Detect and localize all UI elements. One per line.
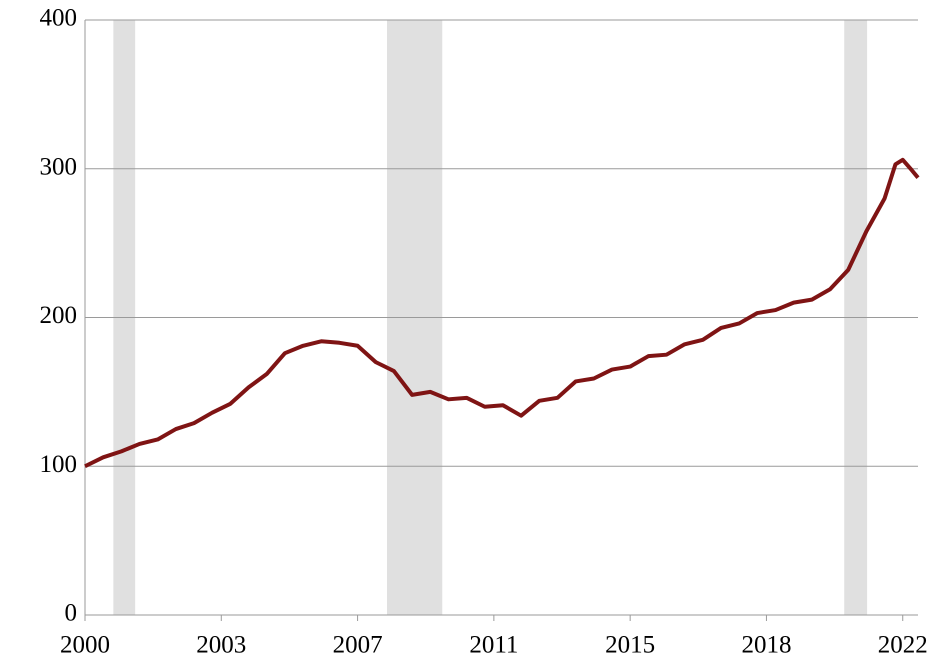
y-tick-label: 300	[40, 153, 78, 180]
x-tick-label: 2011	[469, 632, 518, 659]
x-tick-label: 2003	[196, 632, 246, 659]
y-tick-label: 400	[40, 5, 78, 32]
y-tick-label: 0	[65, 600, 78, 627]
x-tick-label: 2022	[878, 632, 928, 659]
y-tick-label: 200	[40, 302, 78, 329]
y-tick-label: 100	[40, 451, 78, 478]
grid-layer: 0 100 200 300 400 2000 2003 2007 2011 2015 2018 202…	[40, 5, 928, 659]
x-tick-label: 2007	[333, 632, 383, 659]
x-tick-label: 2018	[741, 632, 791, 659]
data-layer	[84, 157, 920, 469]
data-line	[84, 157, 920, 469]
x-tick-label: 2000	[60, 632, 110, 659]
x-tick-label: 2015	[605, 632, 655, 659]
